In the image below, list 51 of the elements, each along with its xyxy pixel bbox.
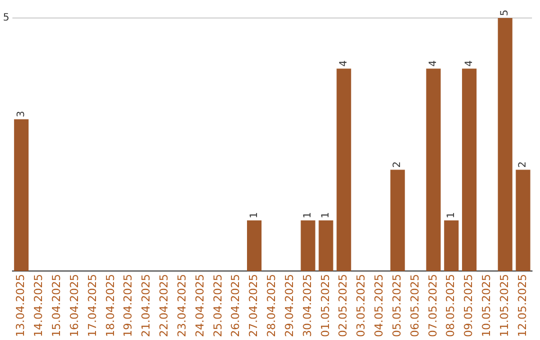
x-tick-label: 13.04.2025 [14,274,28,338]
data-label: 2 [518,161,529,168]
bar [498,18,512,272]
x-tick-label: 04.05.2025 [372,274,386,338]
x-tick-label: 30.04.2025 [300,274,314,338]
data-label: 3 [16,110,27,118]
x-tick-label: 22.04.2025 [158,274,171,338]
bar [426,68,441,272]
bar [336,68,352,272]
x-tick-label: 16.04.2025 [68,274,81,338]
x-tick-label: 23.04.2025 [175,274,188,338]
x-tick-label: 18.04.2025 [104,274,117,338]
data-label: 5 [500,10,511,16]
data-label: 2 [392,161,404,168]
x-tick-label: 27.04.2025 [247,274,260,338]
x-tick-label: 21.04.2025 [140,274,153,338]
bar [247,220,262,272]
x-tick-label: 26.04.2025 [229,274,242,338]
bar [318,220,334,272]
data-label: 4 [428,60,440,67]
x-tick-label: 12.05.2025 [516,274,529,338]
x-tick-label: 28.04.2025 [265,274,278,338]
bar [14,119,29,272]
data-label: 1 [248,212,260,218]
data-label: 1 [302,212,314,218]
data-label: 1 [446,212,457,218]
x-tick-label: 01.05.2025 [318,274,332,338]
data-label: 4 [464,60,475,67]
x-tick-label: 08.05.2025 [444,274,458,338]
x-tick-label: 02.05.2025 [336,274,350,338]
x-tick-label: 15.04.2025 [50,274,64,338]
x-tick-label: 29.04.2025 [282,274,296,338]
bar [516,170,530,272]
x-tick-label: 07.05.2025 [426,274,440,338]
x-tick-label: 11.05.2025 [498,274,511,338]
x-tick-label: 09.05.2025 [462,274,476,338]
x-tick-label: 10.05.2025 [480,274,494,338]
data-label: 4 [338,60,350,67]
x-tick-label: 05.05.2025 [390,274,404,338]
x-tick-label: 25.04.2025 [211,274,224,338]
data-label: 1 [320,212,332,218]
x-tick-label: 14.04.2025 [32,274,46,338]
bar [390,170,405,272]
bar [462,68,477,272]
x-tick-label: 06.05.2025 [408,274,422,338]
x-tick-label: 19.04.2025 [122,274,135,338]
x-tick-label: 24.04.2025 [193,274,206,338]
bar [444,220,459,272]
x-tick-label: 03.05.2025 [354,274,368,338]
bar [300,220,316,272]
x-tick-label: 17.04.2025 [86,274,99,338]
